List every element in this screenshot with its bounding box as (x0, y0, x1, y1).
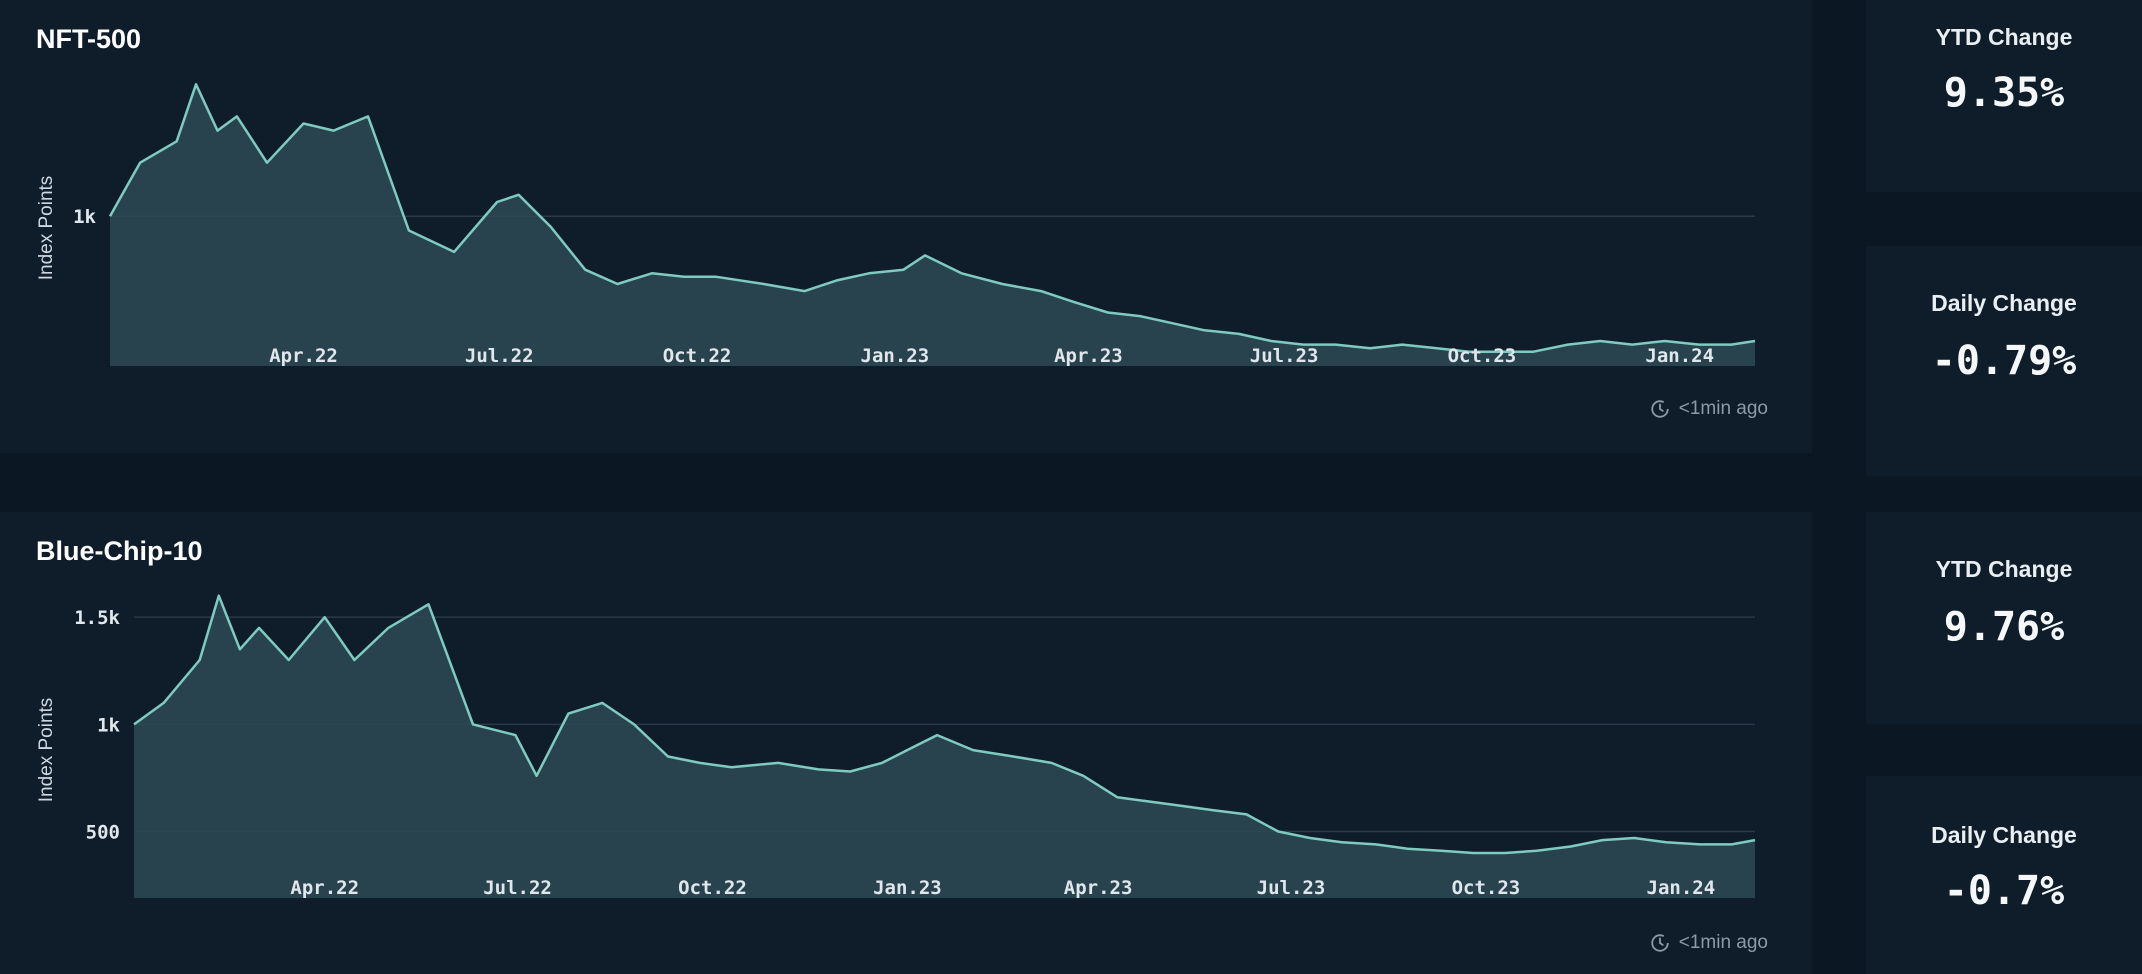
y-axis-label: Index Points (36, 698, 57, 803)
x-tick-label: Jul.23 (1257, 877, 1326, 899)
nft-500-chart-panel: NFT-500 1k Index Points Apr.22 Jul.22 Oct.22… (0, 0, 1812, 453)
y-tick-label: 500 (86, 822, 120, 844)
blue-chip-10-chart: 1.5k 1k 500 Index Points Apr.22 Jul.22 Oct.22 J… (36, 594, 1756, 899)
x-tick-label: Jan.24 (1645, 345, 1714, 367)
x-tick-label: Jan.23 (873, 877, 942, 899)
y-tick-label: 1.5k (74, 607, 120, 629)
daily-change-label: Daily Change (1931, 822, 2077, 848)
series-area (134, 595, 1755, 898)
ytd-change-value: 9.76% (1943, 604, 2065, 650)
y-axis-label: Index Points (36, 176, 57, 281)
blue-chip-10-ytd-card: YTD Change 9.76% (1866, 512, 2142, 724)
last-updated: <1min ago (1649, 932, 1768, 954)
x-tick-label: Oct.22 (678, 877, 747, 899)
series-area (110, 84, 1755, 367)
x-tick-label: Apr.23 (1054, 345, 1123, 367)
x-tick-label: Jan.23 (861, 345, 930, 367)
last-updated-text: <1min ago (1678, 398, 1768, 419)
clock-refresh-icon (1651, 400, 1669, 418)
ytd-change-value: 9.35% (1943, 70, 2065, 116)
x-tick-label: Oct.23 (1448, 345, 1517, 367)
series-line (133, 594, 1756, 855)
nft-500-chart: 1k Index Points Apr.22 Jul.22 Oct.22 Jan.23 Ap… (36, 83, 1756, 367)
daily-change-value: -0.7% (1943, 868, 2065, 914)
chart-title: NFT-500 (36, 24, 142, 54)
blue-chip-10-daily-card: Daily Change -0.7% (1866, 776, 2142, 974)
last-updated: <1min ago (1649, 398, 1768, 420)
clock-refresh-icon (1651, 934, 1669, 952)
chart-title: Blue-Chip-10 (36, 536, 203, 566)
ytd-change-label: YTD Change (1935, 556, 2073, 582)
y-tick-label: 1k (73, 206, 96, 228)
last-updated-text: <1min ago (1678, 932, 1768, 953)
y-tick-label: 1k (97, 714, 120, 736)
x-tick-label: Oct.22 (663, 345, 732, 367)
x-tick-label: Jul.22 (483, 877, 552, 899)
blue-chip-10-chart-panel: Blue-Chip-10 1.5k 1k 500 Index Points Apr.22… (0, 512, 1812, 974)
daily-change-value: -0.79% (1931, 338, 2077, 384)
x-tick-label: Apr.22 (269, 345, 338, 367)
nft-500-daily-card: Daily Change -0.79% (1866, 246, 2142, 476)
nft-500-ytd-card: YTD Change 9.35% (1866, 0, 2142, 192)
x-tick-label: Jul.23 (1250, 345, 1319, 367)
ytd-change-label: YTD Change (1935, 24, 2073, 50)
x-tick-label: Jan.24 (1647, 877, 1716, 899)
x-tick-label: Oct.23 (1452, 877, 1521, 899)
x-tick-label: Apr.22 (290, 877, 359, 899)
series-line (108, 83, 1756, 353)
x-tick-label: Jul.22 (465, 345, 534, 367)
x-tick-label: Apr.23 (1064, 877, 1133, 899)
daily-change-label: Daily Change (1931, 290, 2077, 316)
